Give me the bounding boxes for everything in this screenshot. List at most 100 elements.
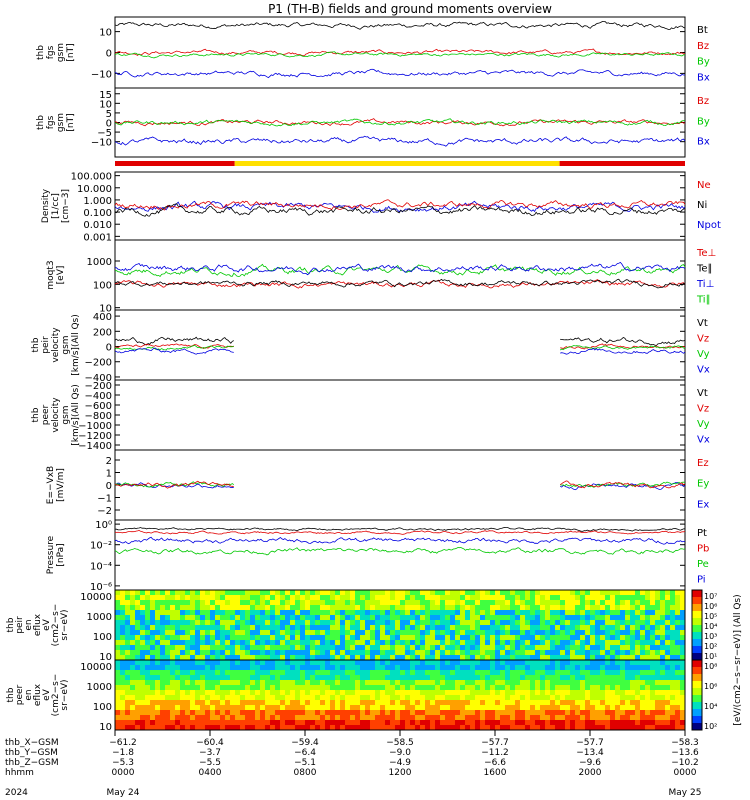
spectrogram-cell xyxy=(295,665,301,671)
spectrogram-cell xyxy=(475,650,481,656)
spectrogram-cell xyxy=(605,665,611,671)
y-axis-label: eflux xyxy=(33,613,43,636)
spectrogram-cell xyxy=(575,635,581,641)
spectrogram-cell xyxy=(565,700,571,706)
spectrogram-cell xyxy=(410,615,416,621)
spectrogram-cell xyxy=(260,625,266,631)
spectrogram-cell xyxy=(590,670,596,676)
spectrogram-cell xyxy=(570,650,576,656)
spectrogram-cell xyxy=(150,685,156,691)
spectrogram-cell xyxy=(280,660,286,666)
y-tick-label: 1000 xyxy=(87,257,112,268)
spectrogram-cell xyxy=(255,715,261,721)
spectrogram-cell xyxy=(615,685,621,691)
spectrogram-cell xyxy=(560,600,566,606)
spectrogram-cell xyxy=(145,645,151,651)
spectrogram-cell xyxy=(375,695,381,701)
spectrogram-cell xyxy=(120,705,126,711)
spectrogram-cell xyxy=(200,635,206,641)
spectrogram-cell xyxy=(125,615,131,621)
spectrogram-cell xyxy=(485,725,491,731)
legend-entry: Ez xyxy=(697,458,709,469)
spectrogram-cell xyxy=(660,725,666,731)
spectrogram-cell xyxy=(175,705,181,711)
spectrogram-cell xyxy=(420,630,426,636)
legend-entry: Pt xyxy=(697,528,707,539)
spectrogram-cell xyxy=(190,725,196,731)
spectrogram-cell xyxy=(570,615,576,621)
spectrogram-cell xyxy=(130,605,136,611)
spectrogram-cell xyxy=(600,655,606,661)
spectrogram-cell xyxy=(400,705,406,711)
spectrogram-cell xyxy=(115,665,121,671)
spectrogram-cell xyxy=(605,610,611,616)
spectrogram-cell xyxy=(430,640,436,646)
spectrogram-cell xyxy=(540,590,546,596)
spectrogram-cell xyxy=(290,605,296,611)
spectrogram-cell xyxy=(285,650,291,656)
spectrogram-cell xyxy=(325,680,331,686)
spectrogram-cell xyxy=(545,720,551,726)
spectrogram-cell xyxy=(645,680,651,686)
spectrogram-cell xyxy=(115,705,121,711)
spectrogram-cell xyxy=(360,650,366,656)
spectrogram-cell xyxy=(495,685,501,691)
spectrogram-cell xyxy=(525,670,531,676)
spectrogram-cell xyxy=(380,620,386,626)
spectrogram-cell xyxy=(560,700,566,706)
spectrogram-cell xyxy=(270,725,276,731)
spectrogram-cell xyxy=(250,600,256,606)
spectrogram-cell xyxy=(250,590,256,596)
spectrogram-cell xyxy=(430,605,436,611)
spectrogram-cell xyxy=(540,620,546,626)
spectrogram-cell xyxy=(470,675,476,681)
spectrogram-cell xyxy=(475,610,481,616)
spectrogram-cell xyxy=(615,715,621,721)
y-tick-label: 1.000 xyxy=(83,196,112,207)
spectrogram-cell xyxy=(165,610,171,616)
spectrogram-cell xyxy=(315,725,321,731)
spectrogram-cell xyxy=(570,595,576,601)
spectrogram-cell xyxy=(565,605,571,611)
spectrogram-cell xyxy=(550,705,556,711)
legend-entry: By xyxy=(697,116,710,127)
spectrogram-cell xyxy=(235,630,241,636)
spectrogram-cell xyxy=(240,645,246,651)
spectrogram-cell xyxy=(255,655,261,661)
spectrogram-cell xyxy=(220,650,226,656)
spectrogram-cell xyxy=(265,645,271,651)
spectrogram-cell xyxy=(420,645,426,651)
spectrogram-cell xyxy=(240,720,246,726)
spectrogram-cell xyxy=(610,710,616,716)
spectrogram-cell xyxy=(115,635,121,641)
spectrogram-cell xyxy=(345,685,351,691)
spectrogram-cell xyxy=(370,620,376,626)
spectrogram-cell xyxy=(220,710,226,716)
spectrogram-cell xyxy=(675,645,681,651)
spectrogram-cell xyxy=(495,615,501,621)
spectrogram-cell xyxy=(565,725,571,731)
spectrogram-cell xyxy=(485,695,491,701)
spectrogram-cell xyxy=(620,640,626,646)
spectrogram-cell xyxy=(600,705,606,711)
spectrogram-cell xyxy=(310,640,316,646)
spectrogram-cell xyxy=(545,615,551,621)
spectrogram-cell xyxy=(410,685,416,691)
spectrogram-cell xyxy=(270,620,276,626)
spectrogram-cell xyxy=(545,715,551,721)
spectrogram-cell xyxy=(220,725,226,731)
spectrogram-cell xyxy=(400,720,406,726)
spectrogram-cell xyxy=(620,670,626,676)
spectrogram-cell xyxy=(220,715,226,721)
spectrogram-cell xyxy=(625,705,631,711)
spectrogram-cell xyxy=(230,705,236,711)
spectrogram-cell xyxy=(460,635,466,641)
spectrogram-cell xyxy=(415,720,421,726)
spectrogram-cell xyxy=(260,600,266,606)
spectrogram-cell xyxy=(160,675,166,681)
spectrogram-cell xyxy=(165,650,171,656)
spectrogram-cell xyxy=(570,715,576,721)
spectrogram-cell xyxy=(430,635,436,641)
spectrogram-cell xyxy=(475,605,481,611)
spectrogram-cell xyxy=(510,650,516,656)
